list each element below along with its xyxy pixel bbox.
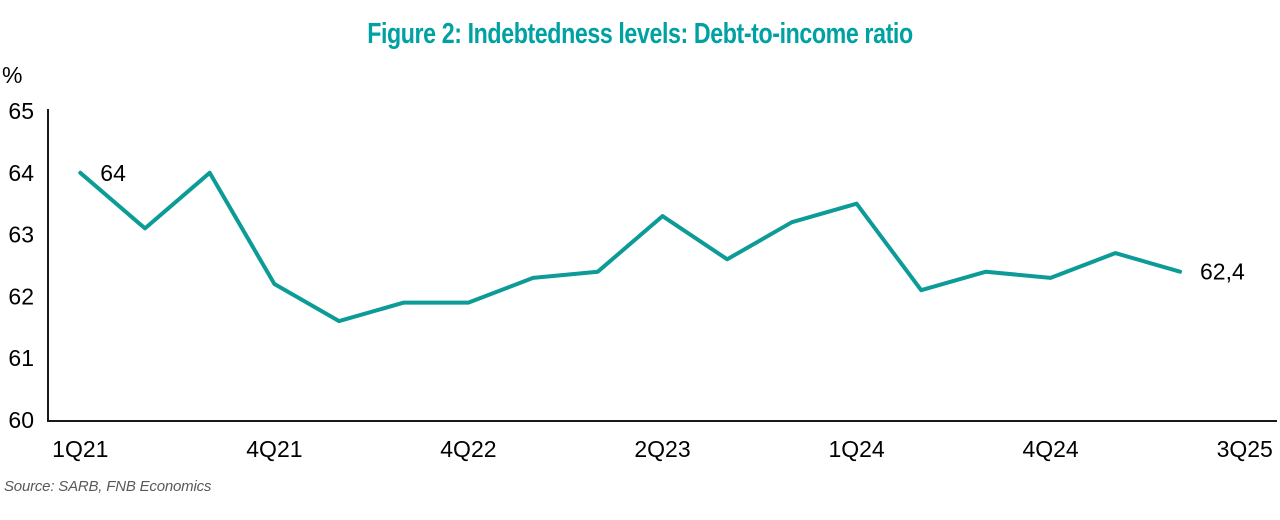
y-axis-tick-label: 61 [8, 345, 34, 371]
chart-title: Figure 2: Indebtedness levels: Debt-to-i… [0, 20, 1280, 49]
x-axis-tick-label: 4Q21 [246, 436, 302, 462]
x-axis-tick-label: 1Q21 [52, 436, 108, 462]
x-axis-tick-label: 3Q25 [1217, 436, 1273, 462]
y-axis-tick-label: 64 [8, 160, 34, 186]
x-axis-tick-label: 2Q23 [634, 436, 690, 462]
data-point-label: 64 [100, 160, 126, 186]
y-axis-unit-label: % [2, 62, 23, 88]
y-axis-tick-label: 65 [8, 98, 34, 124]
y-axis-tick-label: 60 [8, 407, 34, 433]
y-axis-tick-label: 63 [8, 222, 34, 248]
debt-to-income-line [78, 170, 1182, 324]
source-note: Source: SARB, FNB Economics [4, 478, 212, 495]
chart-title-text: Figure 2: Indebtedness levels: Debt-to-i… [367, 18, 913, 50]
x-axis-tick-label: 4Q22 [440, 436, 496, 462]
y-axis-tick-label: 62 [8, 283, 34, 309]
data-point-label: 62,4 [1200, 259, 1245, 285]
x-axis-tick-label: 4Q24 [1022, 436, 1078, 462]
x-axis-tick-label: 1Q24 [828, 436, 884, 462]
